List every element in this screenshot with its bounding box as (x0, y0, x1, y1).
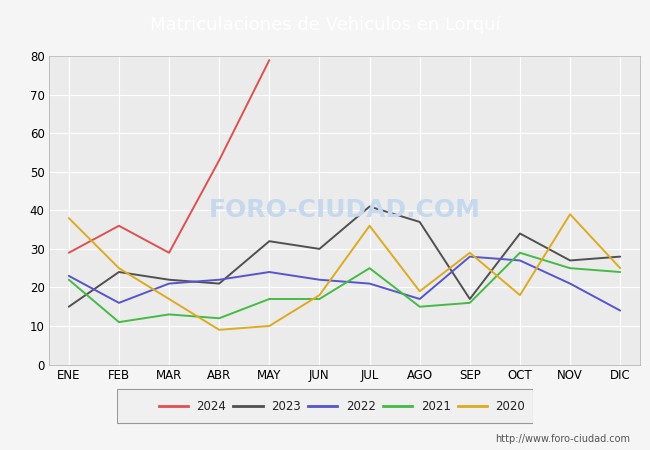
Text: http://www.foro-ciudad.com: http://www.foro-ciudad.com (495, 434, 630, 444)
Text: 2021: 2021 (421, 400, 450, 413)
Text: 2020: 2020 (495, 400, 525, 413)
FancyBboxPatch shape (117, 389, 533, 423)
Text: 2024: 2024 (196, 400, 226, 413)
Text: FORO-CIUDAD.COM: FORO-CIUDAD.COM (209, 198, 480, 222)
Text: 2022: 2022 (346, 400, 376, 413)
Text: 2023: 2023 (271, 400, 301, 413)
Text: Matriculaciones de Vehiculos en Lorquí: Matriculaciones de Vehiculos en Lorquí (150, 15, 500, 34)
